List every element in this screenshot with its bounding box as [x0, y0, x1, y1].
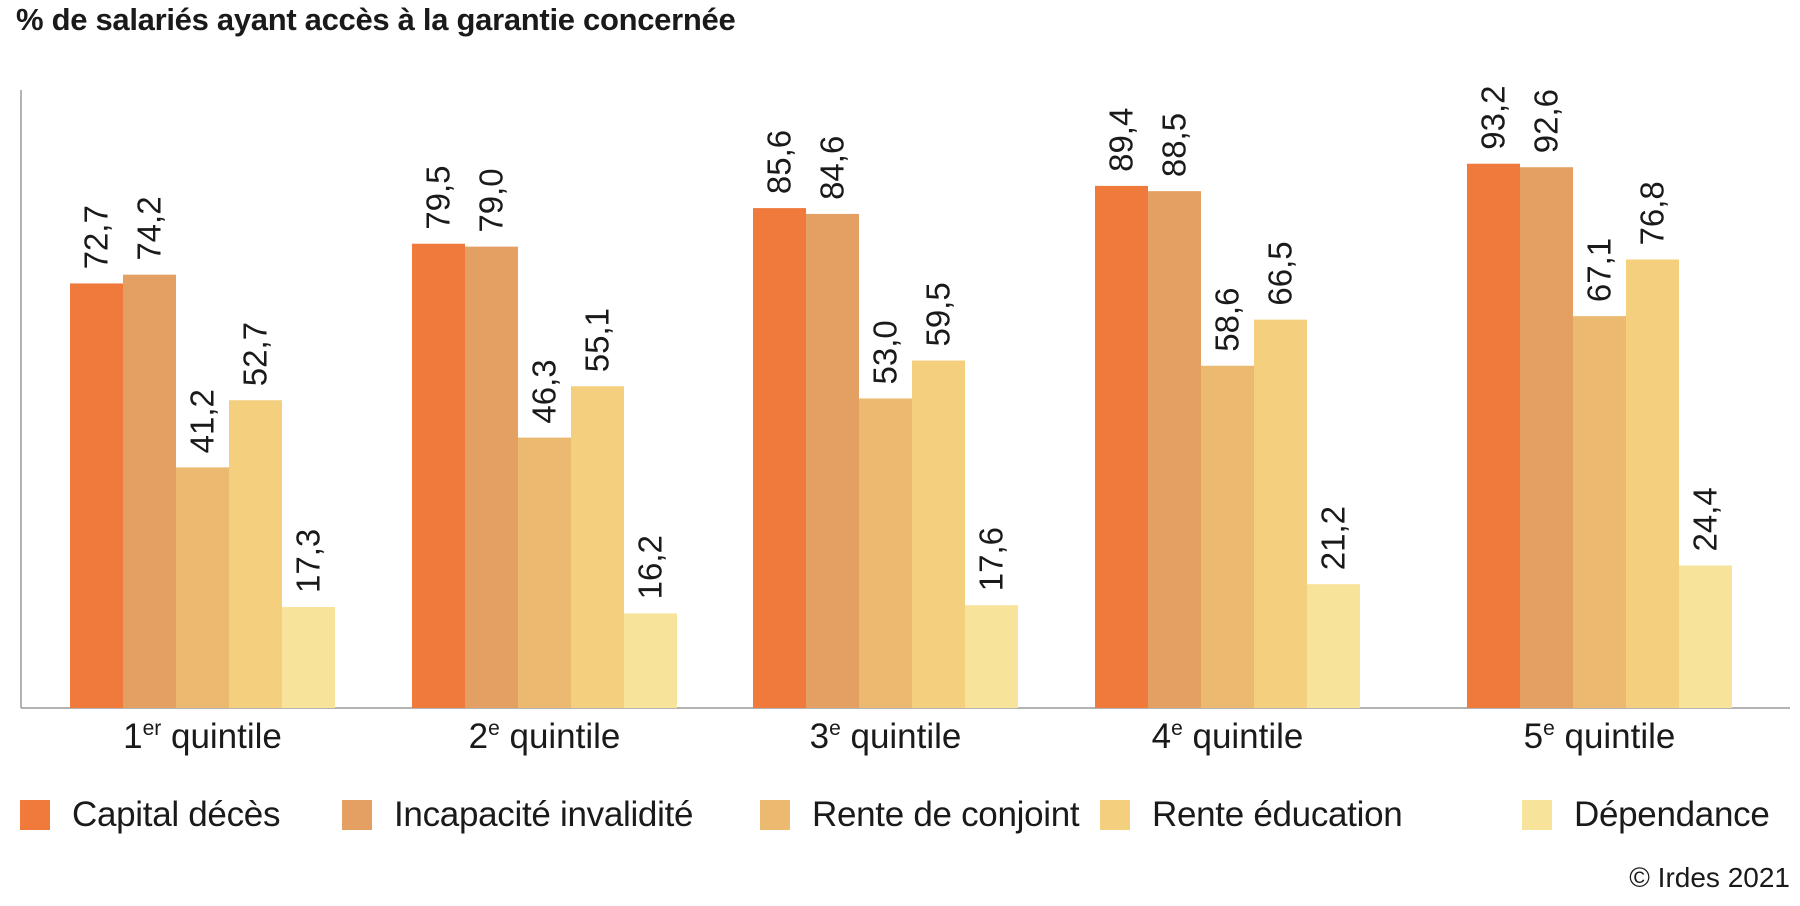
- value-label-q2-series-4: 55,1: [579, 308, 616, 372]
- bar-q4-series-5: [1307, 584, 1360, 708]
- copyright: © Irdes 2021: [1629, 862, 1790, 893]
- value-label-q1-series-4: 52,7: [237, 322, 274, 386]
- bar-q4-series-2: [1148, 191, 1201, 708]
- legend-label: Incapacité invalidité: [394, 795, 694, 834]
- value-label-q5-series-1: 93,2: [1475, 85, 1512, 149]
- legend-label: Capital décès: [72, 795, 281, 834]
- value-label-q2-series-1: 79,5: [420, 165, 457, 229]
- bar-q2-series-4: [571, 386, 624, 708]
- bar-q2-series-1: [412, 243, 465, 708]
- bars-group: [70, 163, 1732, 709]
- value-label-q3-series-4: 59,5: [920, 282, 957, 346]
- bar-q5-series-2: [1520, 167, 1573, 708]
- value-label-q2-series-5: 16,2: [632, 535, 669, 599]
- bar-q3-series-2: [806, 213, 859, 708]
- bar-q3-series-4: [912, 360, 965, 708]
- value-label-q1-series-2: 74,2: [131, 196, 168, 260]
- value-label-q2-series-3: 46,3: [526, 359, 563, 423]
- legend-item-5: Dépendance: [1522, 792, 1770, 838]
- legend-swatch: [342, 800, 372, 830]
- value-labels-group: 72,7 74,2 41,2 52,7 17,3 79,5 79,0 46,3 55,1 16,2…: [78, 85, 1724, 599]
- bar-q1-series-5: [282, 606, 335, 708]
- value-label-q1-series-1: 72,7: [78, 205, 115, 269]
- legend-item-3: Rente de conjoint: [760, 792, 1080, 838]
- bar-q3-series-1: [753, 208, 806, 708]
- bar-q3-series-3: [859, 398, 912, 708]
- value-label-q5-series-3: 67,1: [1581, 238, 1618, 302]
- legend-label: Rente éducation: [1152, 795, 1403, 834]
- legend: Capital décès Incapacité invalidité Rente …: [20, 792, 1790, 838]
- value-label-q5-series-2: 92,6: [1528, 89, 1565, 153]
- chart-title: % de salariés ayant accès à la garantie …: [16, 2, 736, 37]
- value-label-q3-series-3: 53,0: [867, 320, 904, 384]
- legend-label: Rente de conjoint: [812, 795, 1080, 834]
- value-label-q4-series-4: 66,5: [1262, 241, 1299, 305]
- value-label-q2-series-2: 79,0: [473, 168, 510, 232]
- legend-swatch: [760, 800, 790, 830]
- x-tick-label-q2: 2e quintile: [469, 717, 621, 756]
- legend-swatch: [20, 800, 50, 830]
- value-label-q5-series-5: 24,4: [1687, 487, 1724, 551]
- value-label-q4-series-3: 58,6: [1209, 288, 1246, 352]
- legend-swatch: [1522, 800, 1552, 830]
- value-label-q4-series-2: 88,5: [1156, 113, 1193, 177]
- legend-item-1: Capital décès: [20, 792, 280, 838]
- bar-q2-series-3: [518, 437, 571, 708]
- value-label-q4-series-1: 89,4: [1103, 108, 1140, 172]
- bar-q5-series-5: [1679, 565, 1732, 708]
- bar-q2-series-5: [624, 613, 677, 708]
- legend-swatch: [1100, 800, 1130, 830]
- bar-q4-series-3: [1201, 365, 1254, 708]
- x-tick-label-q3: 3e quintile: [810, 717, 962, 756]
- x-tick-label-q5: 5e quintile: [1524, 717, 1676, 756]
- bar-q3-series-5: [965, 605, 1018, 708]
- bar-q2-series-2: [465, 246, 518, 708]
- legend-item-2: Incapacité invalidité: [342, 792, 693, 838]
- bar-chart: 72,7 74,2 41,2 52,7 17,3 79,5 79,0 46,3 55,1 16,2…: [20, 85, 1790, 756]
- x-tick-label-q4: 4e quintile: [1152, 717, 1304, 756]
- bar-q1-series-3: [176, 467, 229, 708]
- bar-q5-series-3: [1573, 316, 1626, 708]
- bar-q5-series-1: [1467, 163, 1520, 708]
- value-label-q1-series-3: 41,2: [184, 389, 221, 453]
- bar-q1-series-4: [229, 400, 282, 708]
- bar-q5-series-4: [1626, 259, 1679, 708]
- value-label-q3-series-5: 17,6: [973, 527, 1010, 591]
- value-label-q4-series-5: 21,2: [1315, 506, 1352, 570]
- value-label-q3-series-2: 84,6: [814, 136, 851, 200]
- bar-q4-series-1: [1095, 185, 1148, 709]
- x-tick-labels: 1er quintile 2e quintile 3e quintile 4e qui…: [123, 717, 1675, 756]
- bar-q4-series-4: [1254, 319, 1307, 708]
- bar-q1-series-1: [70, 283, 123, 708]
- legend-label: Dépendance: [1574, 795, 1770, 834]
- bar-q1-series-2: [123, 274, 176, 708]
- legend-item-4: Rente éducation: [1100, 792, 1403, 838]
- value-label-q5-series-4: 76,8: [1634, 181, 1671, 245]
- x-tick-label-q1: 1er quintile: [123, 717, 282, 756]
- value-label-q3-series-1: 85,6: [761, 130, 798, 194]
- value-label-q1-series-5: 17,3: [290, 529, 327, 593]
